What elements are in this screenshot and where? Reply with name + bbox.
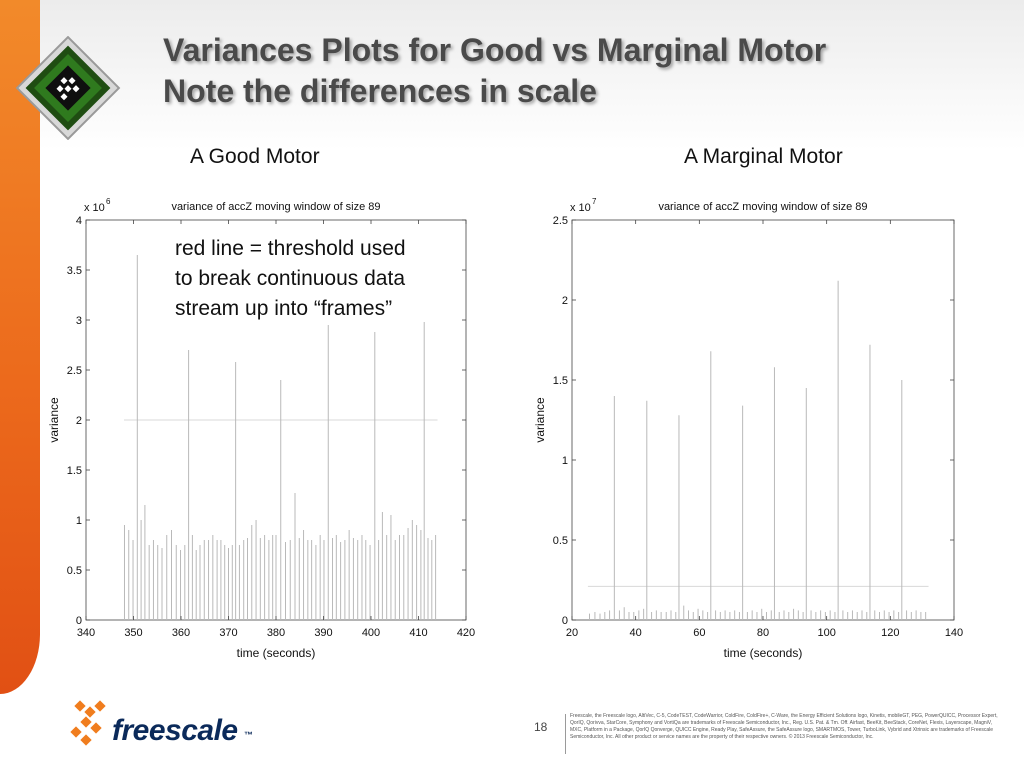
scale-exponent: 7 (592, 197, 597, 206)
x-tick-label: 410 (409, 627, 427, 639)
annotation-line-1: red line = threshold used (175, 237, 406, 260)
scale-label: x 10 (84, 202, 105, 214)
orange-side-bar (0, 0, 40, 694)
page-number: 18 (534, 720, 548, 734)
x-axis-label: time (seconds) (724, 646, 803, 660)
y-tick-label: 1 (76, 515, 82, 527)
chart-title: variance of accZ moving window of size 8… (171, 201, 380, 213)
x-tick-label: 140 (945, 627, 963, 639)
y-tick-label: 1.5 (553, 375, 568, 387)
plot-frame (571, 219, 955, 621)
y-tick-label: 3 (76, 315, 82, 327)
x-tick-label: 40 (630, 627, 642, 639)
title-line-2: Note the differences in scale (163, 73, 597, 109)
y-tick-label: 1.5 (67, 465, 82, 477)
left-chart-heading: A Good Motor (190, 145, 320, 168)
marginal-motor-chart-svg: 0 0.5 1 1.5 2 2.5 20 40 60 80 100 120 140 variance of… (533, 197, 963, 660)
annotation-line-2: to break continuous data (175, 267, 405, 290)
x-tick-label: 350 (124, 627, 142, 639)
marginal-motor-chart: 0 0.5 1 1.5 2 2.5 20 40 60 80 100 120 140 variance of… (528, 190, 968, 670)
freescale-logo-icon (70, 700, 106, 746)
y-tick-label: 1 (562, 455, 568, 467)
y-axis-label: variance (533, 397, 547, 443)
x-tick-label: 60 (693, 627, 705, 639)
x-tick-label: 340 (77, 627, 95, 639)
logo-trademark: ™ (244, 730, 253, 740)
x-tick-label: 20 (566, 627, 578, 639)
y-tick-label: 3.5 (67, 265, 82, 277)
right-chart-heading: A Marginal Motor (684, 145, 843, 168)
legal-notice: Freescale, the Freescale logo, AltiVec, … (570, 713, 998, 740)
y-tick-label: 2.5 (553, 215, 568, 227)
x-tick-label: 120 (881, 627, 899, 639)
x-tick-label: 360 (172, 627, 190, 639)
x-tick-label: 100 (817, 627, 835, 639)
y-tick-label: 4 (76, 215, 82, 227)
scale-exponent: 6 (106, 197, 111, 206)
footer-divider (565, 714, 566, 754)
x-tick-label: 420 (457, 627, 475, 639)
logo-wordmark: freescale (112, 714, 238, 747)
annotation-line-3: stream up into “frames” (175, 297, 393, 320)
title-line-1: Variances Plots for Good vs Marginal Mot… (163, 32, 827, 68)
x-tick-label: 370 (219, 627, 237, 639)
x-tick-label: 400 (362, 627, 380, 639)
y-tick-label: 2 (76, 415, 82, 427)
x-tick-label: 380 (267, 627, 285, 639)
y-tick-label: 0.5 (553, 535, 568, 547)
chip-icon (15, 36, 121, 140)
threshold-annotation: red line = threshold used to break conti… (174, 234, 412, 324)
slide-title: Variances Plots for Good vs Marginal Mot… (163, 30, 826, 112)
x-tick-label: 80 (757, 627, 769, 639)
y-axis-label: variance (47, 397, 61, 443)
y-tick-label: 0 (76, 615, 82, 627)
scale-label: x 10 (570, 202, 591, 214)
y-tick-label: 0 (562, 615, 568, 627)
chart-title: variance of accZ moving window of size 8… (658, 201, 867, 213)
x-tick-label: 390 (314, 627, 332, 639)
y-tick-label: 2 (562, 295, 568, 307)
x-axis-label: time (seconds) (237, 646, 316, 660)
y-tick-label: 0.5 (67, 565, 82, 577)
y-tick-label: 2.5 (67, 365, 82, 377)
